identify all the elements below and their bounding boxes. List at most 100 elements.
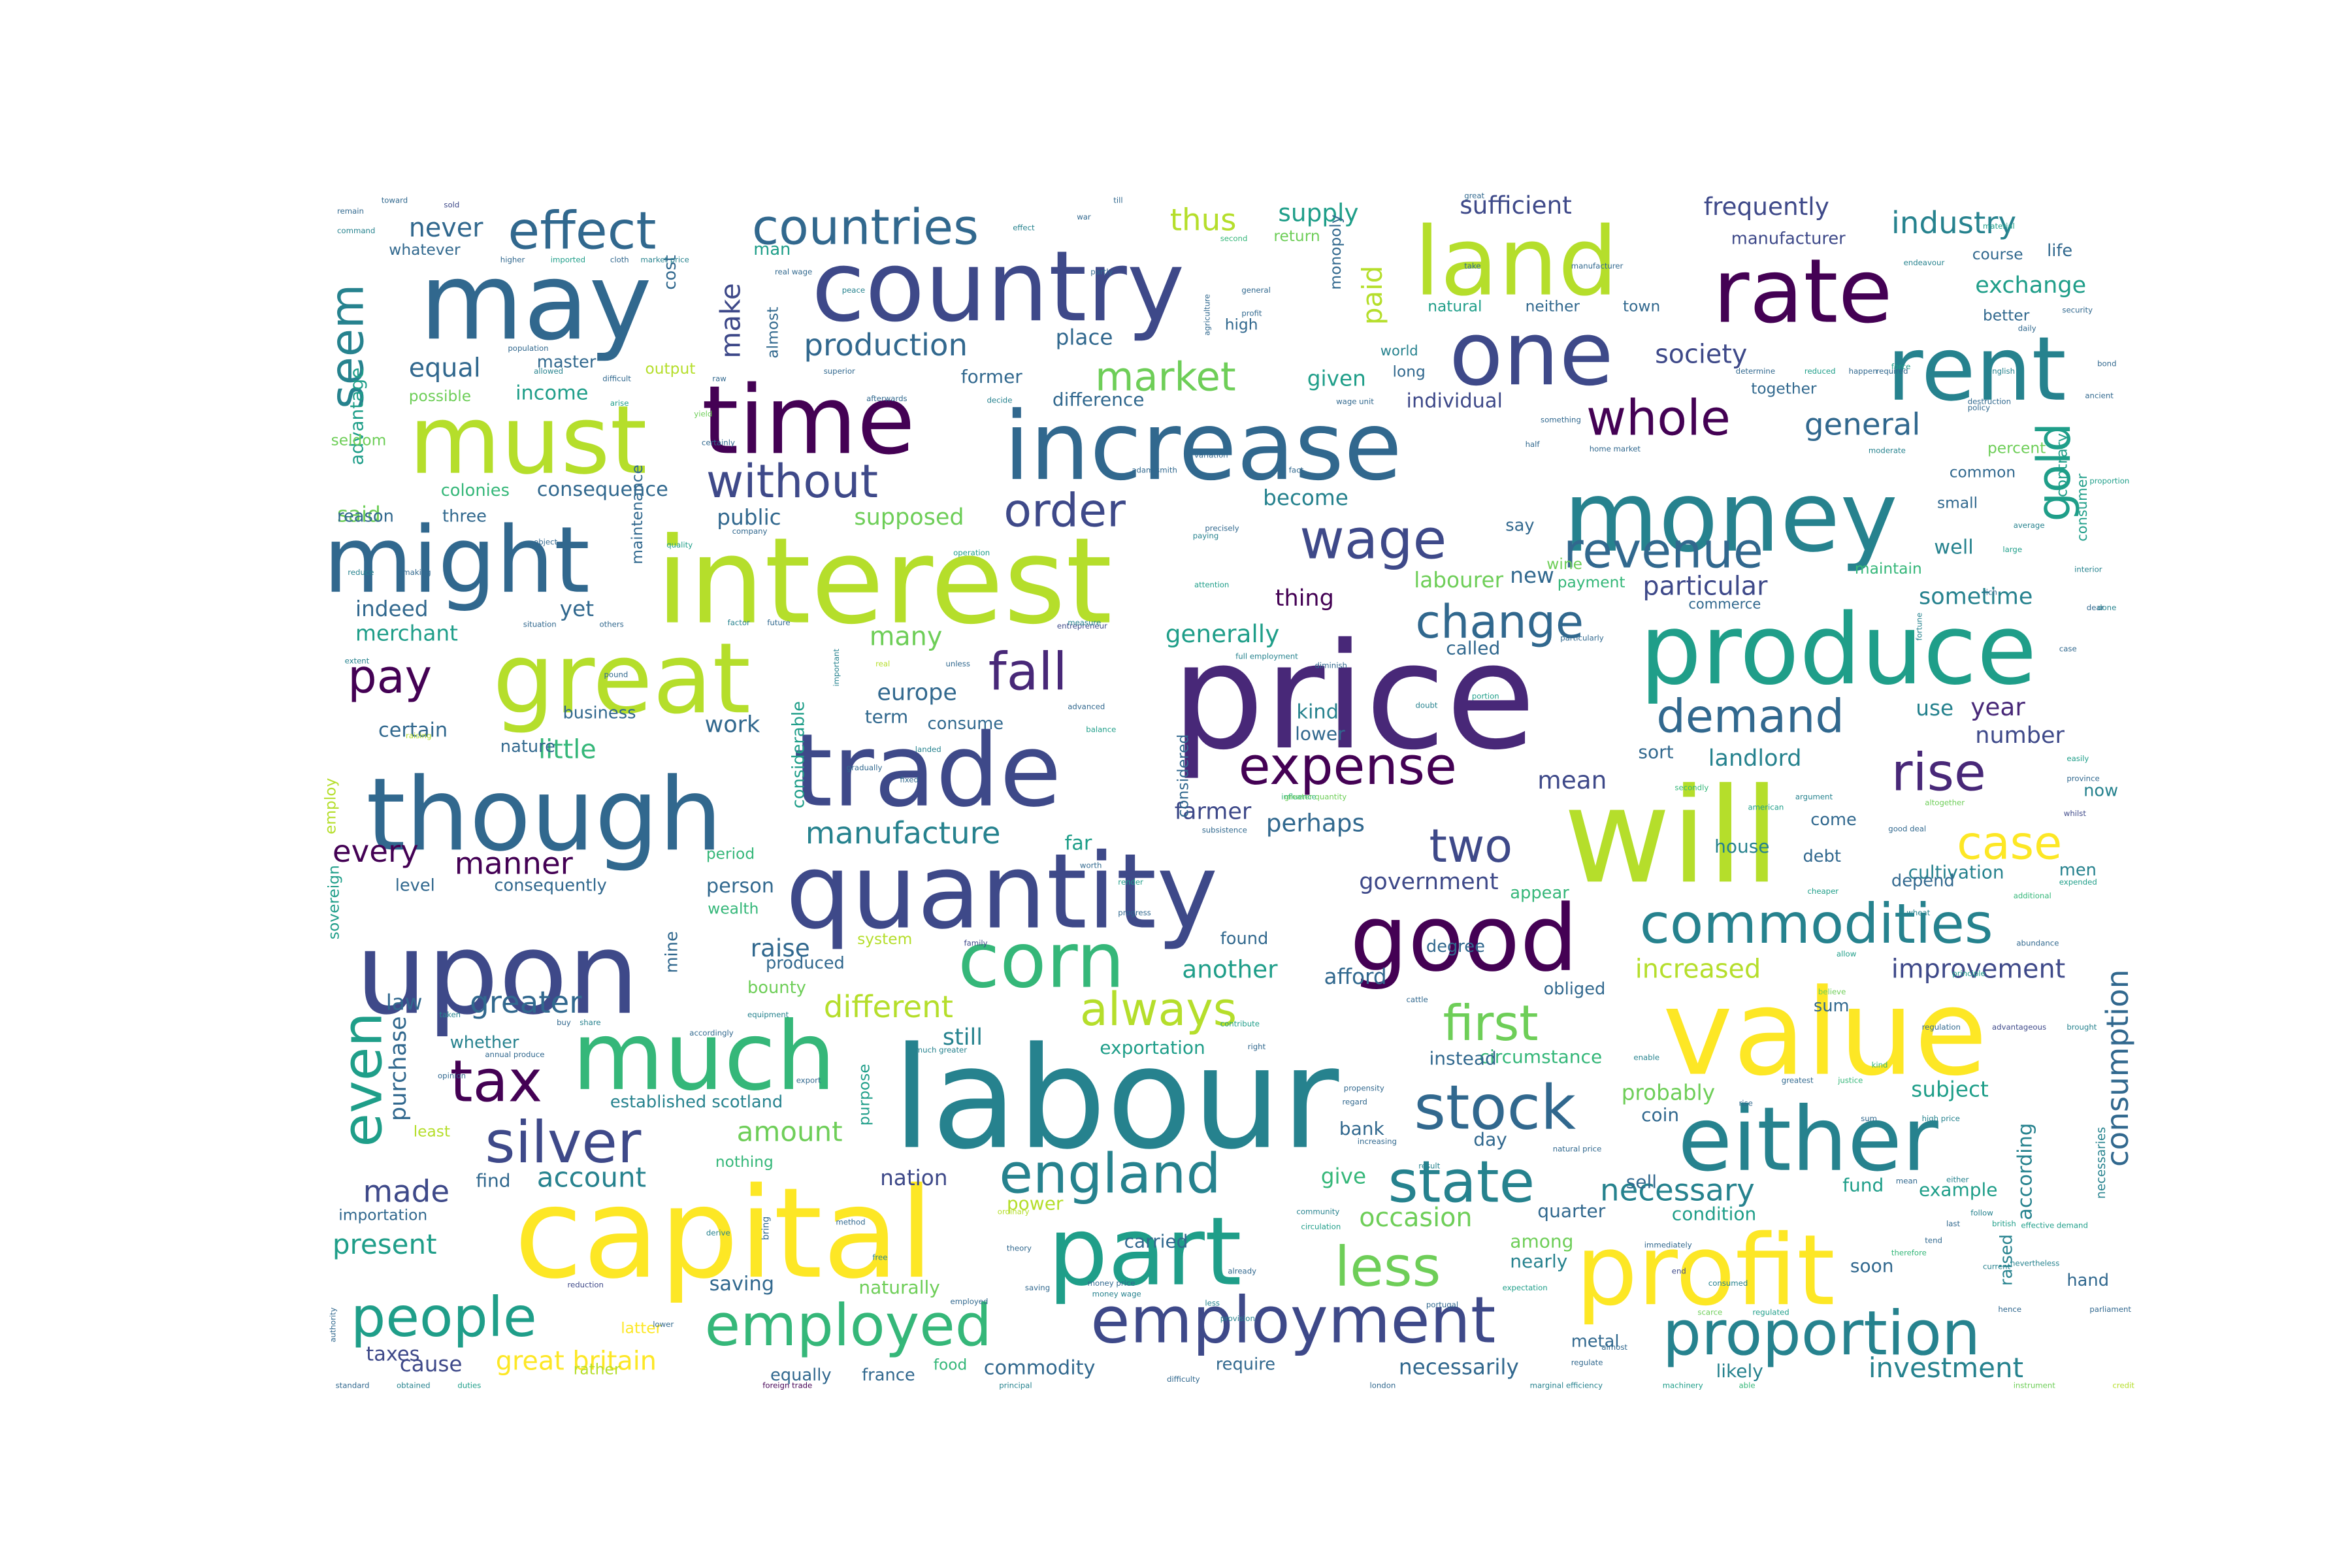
cloud-word: year — [1970, 693, 2025, 721]
cloud-word: parliament — [2089, 1305, 2131, 1314]
cloud-word: almost — [1601, 1343, 1627, 1352]
cloud-word: another — [1182, 955, 1278, 984]
cloud-word: ordinary — [998, 1207, 1030, 1216]
cloud-word: may — [419, 239, 652, 364]
cloud-word: certain — [378, 719, 448, 742]
cloud-word: circulation — [1301, 1222, 1341, 1232]
cloud-word: policy — [1968, 403, 1990, 412]
cloud-word: much greater — [915, 1045, 967, 1054]
cloud-word: seldom — [331, 432, 387, 449]
cloud-word: fixed — [900, 776, 919, 785]
cloud-word: market — [1095, 355, 1235, 400]
cloud-word: stock — [1414, 1073, 1576, 1144]
cloud-word: merchant — [355, 621, 458, 646]
cloud-word: force — [1891, 362, 1910, 371]
cloud-word: corn — [958, 917, 1124, 1005]
cloud-word: course — [1972, 246, 2023, 263]
cloud-word: better — [1983, 306, 2030, 324]
cloud-word: even — [331, 1012, 395, 1147]
cloud-word: attention — [1194, 580, 1229, 589]
cloud-word: variation — [1194, 450, 1228, 459]
cloud-word: day — [1473, 1128, 1507, 1150]
cloud-word: afterwards — [866, 394, 907, 403]
cloud-word: law — [386, 990, 423, 1015]
cloud-word: metal — [1571, 1332, 1620, 1352]
cloud-word: instrument — [2014, 1381, 2056, 1390]
cloud-word: whilst — [2064, 809, 2087, 818]
cloud-word: determine — [1736, 367, 1775, 376]
cloud-word: consequence — [537, 478, 668, 501]
cloud-word: raw — [712, 374, 727, 384]
cloud-word: one — [1449, 302, 1614, 405]
cloud-word: master — [537, 353, 596, 372]
cloud-word: difficulty — [1167, 1375, 1200, 1384]
cloud-word: lower — [1295, 723, 1345, 744]
cloud-word: demand — [1656, 690, 1844, 743]
cloud-word: seem — [321, 284, 374, 409]
cloud-word: particularly — [1560, 634, 1604, 643]
cloud-word: amount — [737, 1115, 843, 1147]
cloud-word: thing — [1275, 585, 1334, 612]
cloud-word: brought — [2066, 1022, 2097, 1032]
cloud-word: given — [1307, 367, 1366, 391]
cloud-word: sort — [1638, 741, 1673, 762]
cloud-word: great britain — [496, 1347, 657, 1377]
cloud-word: maintenance — [629, 465, 646, 564]
cloud-word: ancient — [2085, 391, 2114, 400]
cloud-word: necessary — [1600, 1173, 1755, 1208]
cloud-word: remain — [337, 206, 364, 216]
cloud-word: increased — [1635, 955, 1761, 985]
cloud-word: require — [1216, 1355, 1275, 1375]
cloud-word: tend — [1925, 1236, 1942, 1245]
cloud-word: gradually — [847, 763, 883, 772]
cloud-word: example — [1919, 1179, 1998, 1200]
cloud-word: order — [1004, 483, 1126, 537]
cloud-word: town — [1623, 297, 1660, 315]
cloud-word: necessarily — [1399, 1355, 1519, 1380]
cloud-word: community — [1296, 1207, 1339, 1216]
cloud-word: gold — [2027, 423, 2081, 521]
cloud-word: portugal — [1426, 1300, 1458, 1309]
cloud-word: term — [865, 706, 909, 728]
cloud-word: good deal — [1888, 824, 1926, 833]
cloud-word: average — [2014, 521, 2045, 530]
cloud-word: percent — [1987, 439, 2046, 457]
cloud-word: sold — [444, 201, 459, 210]
cloud-word: last — [1946, 1219, 1960, 1228]
cloud-word: many — [870, 622, 943, 652]
cloud-word: quality — [666, 540, 693, 549]
cloud-word: till — [1113, 196, 1122, 205]
cloud-word: market price — [641, 255, 689, 265]
cloud-word: say — [1505, 516, 1534, 536]
cloud-word: therefore — [1891, 1248, 1927, 1257]
cloud-word: home market — [1590, 444, 1641, 453]
cloud-word: proportion — [2089, 476, 2129, 485]
cloud-word: reduce — [348, 568, 374, 577]
cloud-word: rise — [1739, 1099, 1753, 1108]
cloud-word: foreign trade — [762, 1381, 812, 1390]
cloud-word: first — [1443, 995, 1539, 1052]
cloud-word: improvement — [1891, 955, 2065, 985]
cloud-word: industry — [1891, 206, 2016, 241]
cloud-word: dear — [2087, 603, 2104, 612]
cloud-word: population — [508, 344, 548, 353]
cloud-word: partly — [1090, 267, 1113, 276]
cloud-word: machinery — [1663, 1381, 1703, 1390]
cloud-word: adam smith — [1132, 466, 1177, 475]
cloud-word: command — [337, 226, 375, 235]
cloud-word: equal — [409, 353, 481, 384]
cloud-word: either — [1946, 1175, 1969, 1184]
cloud-word: latter — [621, 1320, 662, 1337]
cloud-word: rather — [574, 1361, 621, 1379]
cloud-word: france — [862, 1365, 915, 1385]
cloud-word: superior — [824, 367, 855, 376]
cloud-word: accordingly — [689, 1028, 734, 1037]
cloud-word: common — [1950, 464, 2016, 482]
cloud-word: justice — [1837, 1076, 1863, 1085]
cloud-word: thus — [1170, 203, 1237, 238]
cloud-word: general — [1805, 407, 1920, 442]
cloud-word: reduction — [568, 1280, 604, 1289]
cloud-word: family — [964, 939, 988, 948]
cloud-word: colonies — [441, 481, 510, 500]
